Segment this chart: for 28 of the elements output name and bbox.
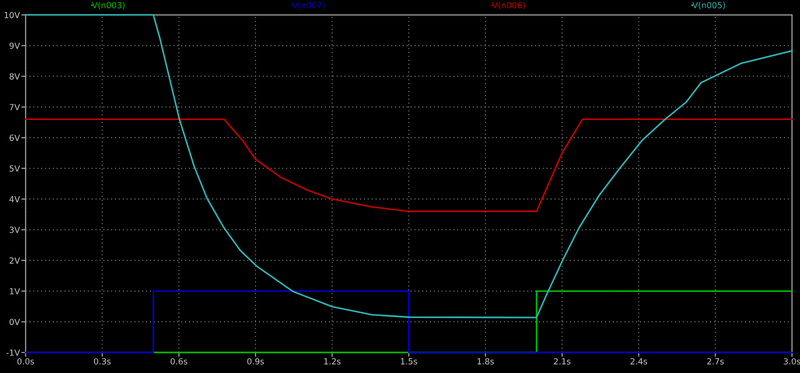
y-tick-label: 5V [10,165,20,172]
y-tick-label: -1V [6,350,20,356]
x-tick-label: 2.7s [707,358,724,364]
legend-label: V(n006) [492,2,525,10]
y-tick-label: 8V [10,73,20,80]
x-tick-label: 2.1s [554,358,570,364]
x-tick-label: 2.4s [630,358,648,364]
legend-label: V(n007) [292,2,325,10]
x-tick-label: 3.0s [784,358,800,364]
y-tick-label: 7V [10,104,20,110]
y-tick-label: 4V [9,196,20,202]
y-tick-label: 1V [10,288,20,294]
y-tick-label: 0V [10,318,20,326]
x-tick-label: 1.2s [324,358,341,364]
line-series [24,118,793,212]
y-tick-label: 2V [10,257,20,264]
x-tick-label: 0.6s [170,358,188,364]
y-tick-label: 3V [10,226,20,234]
x-tick-label: 0.0s [17,358,34,364]
y-tick-label: 9V [10,42,20,49]
x-tick-label: 1.5s [400,358,418,364]
y-tick-label: 10V [4,12,20,18]
x-tick-label: 0.9s [247,358,264,364]
legend-label: V(n005) [692,2,725,10]
legend-label: V(n003) [92,2,125,10]
y-tick-label: 6V [10,134,20,141]
x-tick-label: 0.3s [94,358,111,364]
x-tick-label: 1.8s [478,358,494,364]
